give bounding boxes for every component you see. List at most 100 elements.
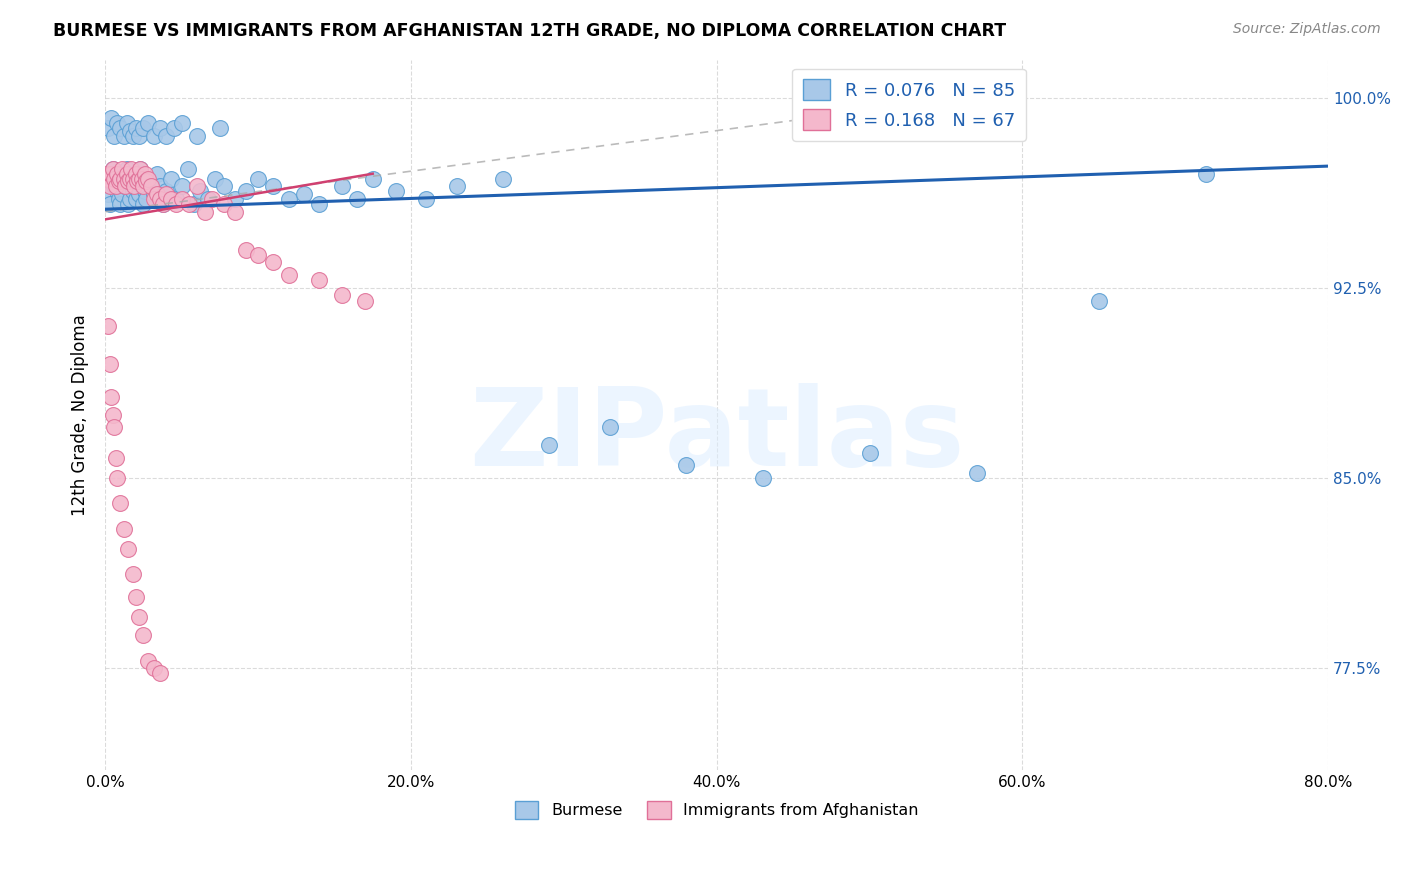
Point [292, 186, 315, 201]
Point [96, 167, 118, 181]
Point [117, 542, 139, 557]
Point [224, 192, 246, 206]
Point [112, 171, 135, 186]
Point [160, 192, 183, 206]
Point [134, 185, 156, 199]
Point [208, 121, 231, 136]
Point [170, 179, 193, 194]
Point [308, 197, 330, 211]
Point [103, 420, 125, 434]
Point [136, 171, 159, 186]
Point [110, 197, 132, 211]
Point [135, 192, 157, 206]
Point [125, 167, 148, 181]
Point [98, 357, 121, 371]
Point [146, 167, 169, 181]
Point [446, 179, 468, 194]
Point [152, 197, 174, 211]
Point [118, 171, 141, 186]
Point [415, 192, 437, 206]
Point [143, 128, 166, 143]
Point [170, 192, 193, 206]
Point [675, 458, 697, 473]
Point [117, 197, 139, 211]
Point [354, 293, 377, 308]
Point [149, 121, 172, 136]
Point [127, 171, 149, 186]
Point [120, 177, 142, 191]
Legend: Burmese, Immigrants from Afghanistan: Burmese, Immigrants from Afghanistan [508, 795, 925, 826]
Point [111, 161, 134, 176]
Point [277, 192, 299, 206]
Point [107, 116, 129, 130]
Point [111, 186, 134, 201]
Point [97, 171, 120, 186]
Point [107, 471, 129, 485]
Point [125, 591, 148, 605]
Point [115, 167, 138, 181]
Point [115, 116, 138, 130]
Point [112, 171, 135, 186]
Point [118, 192, 141, 206]
Point [165, 197, 187, 211]
Point [135, 174, 157, 188]
Point [384, 185, 406, 199]
Point [152, 197, 174, 211]
Point [128, 128, 150, 143]
Point [132, 179, 155, 194]
Point [110, 121, 132, 136]
Point [204, 171, 226, 186]
Point [186, 179, 208, 194]
Point [132, 197, 155, 211]
Point [160, 171, 183, 186]
Point [120, 161, 142, 176]
Point [277, 268, 299, 282]
Point [112, 522, 135, 536]
Point [125, 121, 148, 136]
Point [177, 161, 200, 176]
Point [139, 179, 162, 194]
Point [128, 186, 150, 201]
Point [149, 666, 172, 681]
Point [235, 185, 257, 199]
Point [101, 161, 124, 176]
Point [125, 192, 148, 206]
Point [330, 288, 353, 302]
Point [132, 121, 155, 136]
Point [214, 179, 236, 194]
Point [188, 185, 211, 199]
Point [492, 171, 515, 186]
Point [131, 171, 153, 186]
Point [100, 111, 122, 125]
Point [104, 450, 127, 465]
Point [235, 243, 257, 257]
Point [97, 121, 120, 136]
Y-axis label: 12th Grade, No Diploma: 12th Grade, No Diploma [72, 314, 89, 516]
Point [751, 471, 773, 485]
Point [103, 171, 125, 186]
Point [108, 192, 131, 206]
Point [537, 438, 560, 452]
Point [262, 255, 284, 269]
Point [136, 171, 159, 186]
Point [121, 567, 143, 582]
Point [101, 408, 124, 422]
Point [143, 186, 166, 201]
Text: ZIPatlas: ZIPatlas [470, 383, 965, 489]
Point [149, 179, 172, 194]
Point [155, 128, 177, 143]
Point [118, 123, 141, 137]
Point [170, 116, 193, 130]
Point [136, 654, 159, 668]
Point [103, 179, 125, 194]
Point [100, 167, 122, 181]
Point [247, 171, 270, 186]
Point [247, 248, 270, 262]
Point [131, 179, 153, 194]
Point [155, 185, 177, 199]
Point [101, 161, 124, 176]
Point [108, 174, 131, 188]
Point [117, 174, 139, 188]
Point [132, 628, 155, 642]
Point [128, 171, 150, 186]
